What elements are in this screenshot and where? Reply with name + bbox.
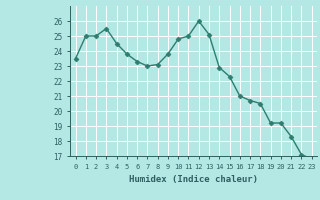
X-axis label: Humidex (Indice chaleur): Humidex (Indice chaleur) — [129, 175, 258, 184]
